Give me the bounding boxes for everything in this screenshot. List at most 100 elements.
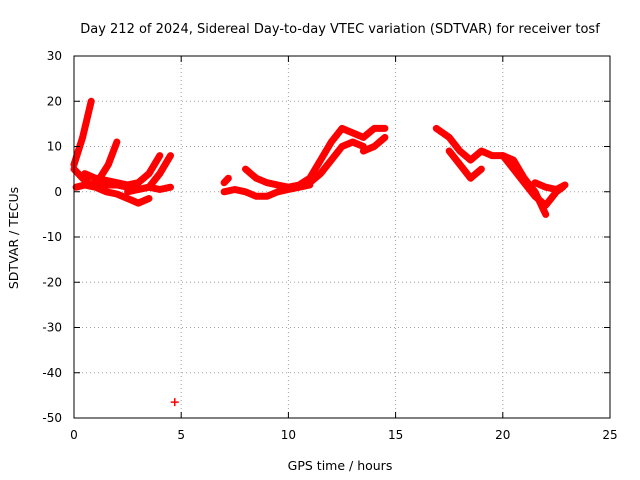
data-point xyxy=(124,188,131,195)
data-point xyxy=(371,125,378,132)
data-point xyxy=(75,148,82,155)
y-tick-label: -40 xyxy=(42,366,62,380)
x-tick-label: 0 xyxy=(70,428,78,442)
x-tick-label: 10 xyxy=(281,428,296,442)
data-point xyxy=(317,170,324,177)
data-point xyxy=(242,166,249,173)
data-point xyxy=(531,193,538,200)
data-point xyxy=(274,188,281,195)
y-tick-label: 20 xyxy=(47,94,62,108)
data-point xyxy=(105,161,112,168)
data-point xyxy=(221,179,228,186)
data-point xyxy=(135,179,142,186)
data-point xyxy=(156,170,163,177)
data-point xyxy=(156,152,163,159)
data-point xyxy=(433,125,440,132)
data-point xyxy=(81,181,88,188)
data-point xyxy=(103,181,110,188)
data-point xyxy=(253,175,260,182)
data-point xyxy=(231,186,238,193)
data-point xyxy=(113,191,120,198)
series-arc-1 xyxy=(70,97,95,169)
chart-title: Day 212 of 2024, Sidereal Day-to-day VTE… xyxy=(80,22,600,37)
data-point xyxy=(242,188,249,195)
data-point xyxy=(113,181,120,188)
data-point xyxy=(253,193,260,200)
grid xyxy=(74,56,610,418)
data-point xyxy=(446,134,453,141)
data-point xyxy=(467,157,474,164)
data-point xyxy=(124,195,131,202)
data-point xyxy=(478,166,485,173)
y-tick-label: -10 xyxy=(42,230,62,244)
data-point xyxy=(349,138,356,145)
data-point xyxy=(381,125,388,132)
data-point xyxy=(296,184,303,191)
data-point xyxy=(274,181,281,188)
data-point xyxy=(510,166,517,173)
data-point xyxy=(542,202,549,209)
data-point xyxy=(285,184,292,191)
data-point xyxy=(371,143,378,150)
data-point xyxy=(456,148,463,155)
data-point xyxy=(542,211,549,218)
data-point xyxy=(339,125,345,132)
data-point xyxy=(135,186,142,193)
data-point xyxy=(328,138,335,145)
data-point xyxy=(306,179,313,186)
data-point xyxy=(510,157,517,164)
y-tick-label: -50 xyxy=(42,411,62,425)
data-point xyxy=(92,179,99,186)
series-arc-15 xyxy=(531,179,569,193)
x-tick-label: 5 xyxy=(177,428,185,442)
x-tick-label: 15 xyxy=(388,428,403,442)
data-point xyxy=(263,179,270,186)
axis-ticks: 0 5 10 15 20 25 30 20 10 0 -10 -20 -30 -40 -50 xyxy=(42,49,617,442)
data-point xyxy=(221,188,228,195)
data-point xyxy=(360,148,367,155)
data-point xyxy=(81,170,88,177)
data-point xyxy=(83,116,90,123)
y-tick-label: -20 xyxy=(42,275,62,289)
outlier-point xyxy=(170,398,179,407)
y-axis-label: SDTVAR / TECUs xyxy=(6,187,21,289)
data-point xyxy=(381,134,388,141)
x-tick-label: 25 xyxy=(602,428,617,442)
data-point xyxy=(88,98,95,105)
data-point xyxy=(225,175,232,182)
y-tick-label: 10 xyxy=(47,140,62,154)
y-tick-label: -30 xyxy=(42,321,62,335)
data-point xyxy=(360,134,367,141)
data-point xyxy=(478,148,485,155)
data-point xyxy=(467,175,474,182)
data-point xyxy=(156,186,163,193)
data-point xyxy=(146,195,153,202)
x-axis-label: GPS time / hours xyxy=(288,458,393,473)
data-point xyxy=(146,170,153,177)
data-point xyxy=(339,143,345,150)
data-point xyxy=(328,157,335,164)
data-point xyxy=(553,186,560,193)
data-point xyxy=(113,138,120,145)
series-arc-12 xyxy=(432,124,550,218)
data-point xyxy=(446,148,453,155)
x-tick-label: 20 xyxy=(495,428,510,442)
data-point xyxy=(456,161,463,168)
data-point xyxy=(561,181,568,188)
data-point xyxy=(103,188,110,195)
data-point xyxy=(263,193,270,200)
y-tick-label: 0 xyxy=(54,185,62,199)
data-point xyxy=(135,200,142,207)
data-point xyxy=(349,129,356,136)
data-point xyxy=(499,152,506,159)
data-series xyxy=(70,97,569,407)
data-point xyxy=(79,134,86,141)
data-point xyxy=(521,179,528,186)
data-point xyxy=(167,152,174,159)
data-point xyxy=(489,152,496,159)
data-point xyxy=(531,179,538,186)
y-tick-label: 30 xyxy=(47,49,62,63)
data-point xyxy=(317,157,324,164)
series-arc-13 xyxy=(445,147,485,182)
